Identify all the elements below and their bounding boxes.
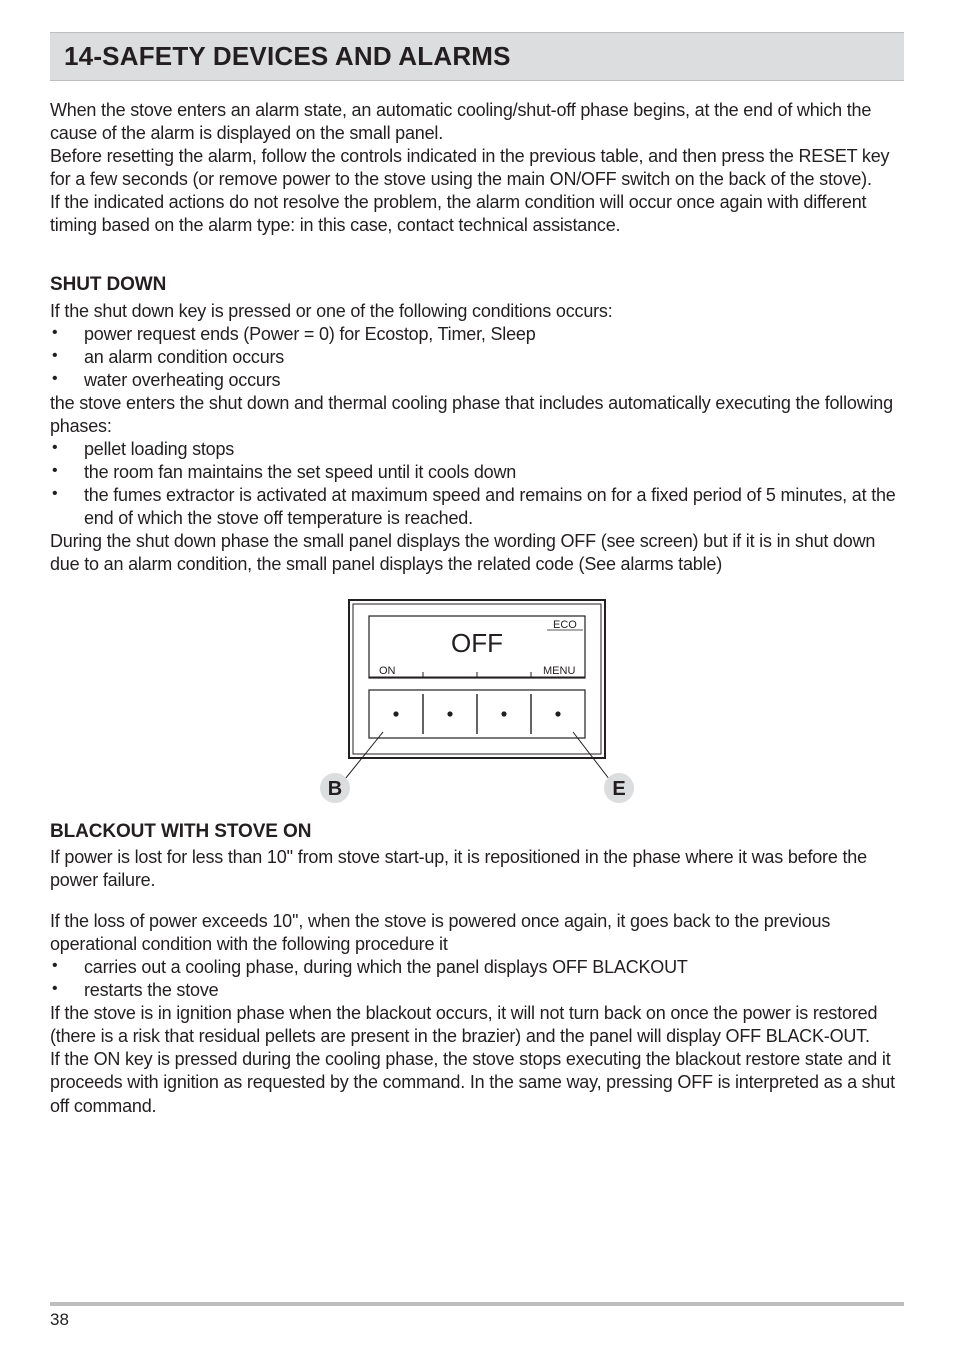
blackout-steps-list: carries out a cooling phase, during whic… <box>50 956 904 1002</box>
list-item: the fumes extractor is activated at maxi… <box>50 484 904 530</box>
panel-menu-label: MENU <box>543 665 575 677</box>
list-item: an alarm condition occurs <box>50 346 904 369</box>
intro-block: When the stove enters an alarm state, an… <box>50 99 904 237</box>
blackout-block: BLACKOUT WITH STOVE ON If power is lost … <box>50 820 904 1118</box>
panel-callout-b: B <box>328 778 342 800</box>
control-panel-figure: OFF ECO ON MENU <box>50 594 904 804</box>
shutdown-lead: If the shut down key is pressed or one o… <box>50 300 904 323</box>
blackout-paragraph: If power is lost for less than 10'' from… <box>50 846 904 892</box>
shutdown-block: SHUT DOWN If the shut down key is presse… <box>50 273 904 576</box>
panel-on-label: ON <box>379 665 396 677</box>
page: 14-SAFETY DEVICES AND ALARMS When the st… <box>0 0 954 1354</box>
shutdown-mid: the stove enters the shut down and therm… <box>50 392 904 438</box>
panel-eco-label: ECO <box>553 619 577 631</box>
intro-paragraph: Before resetting the alarm, follow the c… <box>50 145 904 191</box>
intro-paragraph: When the stove enters an alarm state, an… <box>50 99 904 145</box>
control-panel-svg: OFF ECO ON MENU <box>287 594 667 804</box>
list-item: restarts the stove <box>50 979 904 1002</box>
footer-rule <box>50 1302 904 1306</box>
shutdown-heading: SHUT DOWN <box>50 273 904 297</box>
panel-callout-e: E <box>612 778 625 800</box>
page-footer: 38 <box>50 1302 904 1330</box>
section-title: 14-SAFETY DEVICES AND ALARMS <box>64 41 890 72</box>
shutdown-phases-list: pellet loading stops the room fan mainta… <box>50 438 904 530</box>
blackout-paragraph: If the loss of power exceeds 10'', when … <box>50 910 904 956</box>
list-item: water overheating occurs <box>50 369 904 392</box>
list-item: pellet loading stops <box>50 438 904 461</box>
list-item: carries out a cooling phase, during whic… <box>50 956 904 979</box>
list-item: the room fan maintains the set speed unt… <box>50 461 904 484</box>
list-item: power request ends (Power = 0) for Ecost… <box>50 323 904 346</box>
intro-paragraph: If the indicated actions do not resolve … <box>50 191 904 237</box>
panel-display-text: OFF <box>451 628 503 658</box>
shutdown-tail: During the shut down phase the small pan… <box>50 530 904 576</box>
blackout-heading: BLACKOUT WITH STOVE ON <box>50 820 904 844</box>
section-title-bar: 14-SAFETY DEVICES AND ALARMS <box>50 32 904 81</box>
blackout-paragraph: If the stove is in ignition phase when t… <box>50 1002 904 1048</box>
page-number: 38 <box>50 1310 904 1330</box>
shutdown-causes-list: power request ends (Power = 0) for Ecost… <box>50 323 904 392</box>
blackout-paragraph: If the ON key is pressed during the cool… <box>50 1048 904 1117</box>
